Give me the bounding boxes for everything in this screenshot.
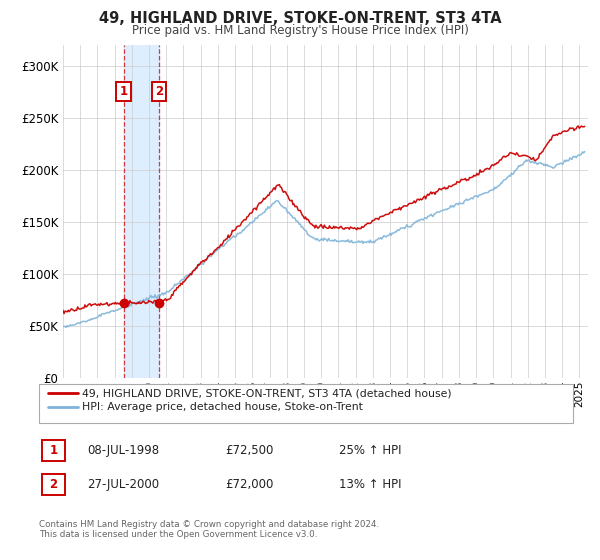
Text: Price paid vs. HM Land Registry's House Price Index (HPI): Price paid vs. HM Land Registry's House … <box>131 24 469 37</box>
Text: 08-JUL-1998: 08-JUL-1998 <box>87 444 159 458</box>
Text: HPI: Average price, detached house, Stoke-on-Trent: HPI: Average price, detached house, Stok… <box>82 402 363 412</box>
Text: 25% ↑ HPI: 25% ↑ HPI <box>339 444 401 458</box>
Text: 49, HIGHLAND DRIVE, STOKE-ON-TRENT, ST3 4TA (detached house): 49, HIGHLAND DRIVE, STOKE-ON-TRENT, ST3 … <box>82 388 452 398</box>
Text: 1: 1 <box>119 85 128 98</box>
Text: 27-JUL-2000: 27-JUL-2000 <box>87 478 159 491</box>
Text: £72,500: £72,500 <box>225 444 274 458</box>
Text: £72,000: £72,000 <box>225 478 274 491</box>
Text: 49, HIGHLAND DRIVE, STOKE-ON-TRENT, ST3 4TA: 49, HIGHLAND DRIVE, STOKE-ON-TRENT, ST3 … <box>98 11 502 26</box>
Text: 2: 2 <box>155 85 163 98</box>
Text: 2: 2 <box>49 478 58 491</box>
Text: Contains HM Land Registry data © Crown copyright and database right 2024.
This d: Contains HM Land Registry data © Crown c… <box>39 520 379 539</box>
Text: 1: 1 <box>49 444 58 458</box>
Text: 13% ↑ HPI: 13% ↑ HPI <box>339 478 401 491</box>
Bar <box>124 45 159 378</box>
